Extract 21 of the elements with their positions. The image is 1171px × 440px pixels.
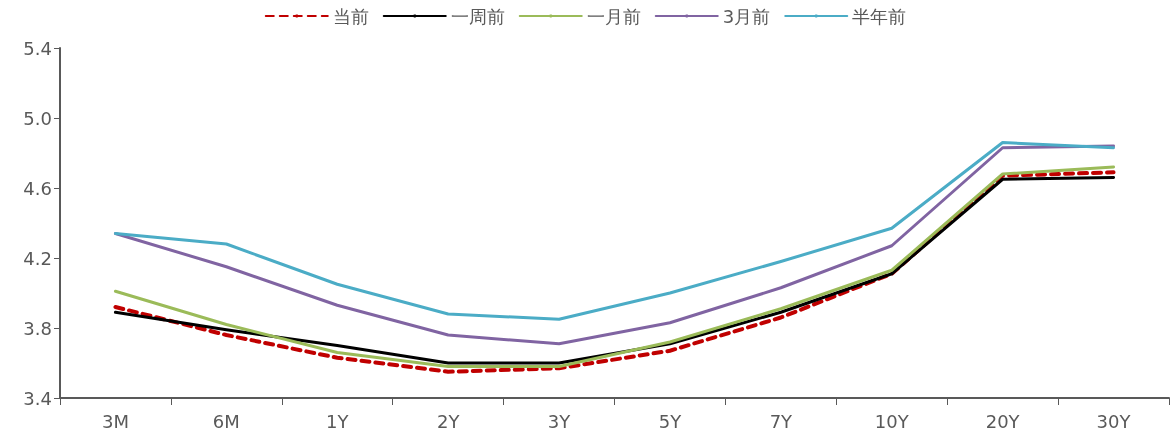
y-tick-label: 4.2 (23, 247, 52, 269)
x-tick-label: 10Y (874, 410, 910, 432)
legend-label: 半年前 (852, 5, 907, 27)
y-tick-label: 3.8 (23, 317, 52, 339)
y-tick-label: 3.4 (23, 387, 52, 409)
x-tick-label: 6M (212, 410, 240, 432)
x-tick-label: 7Y (769, 410, 794, 432)
y-tick-label: 5.4 (23, 37, 52, 59)
legend-label: 一月前 (586, 5, 641, 27)
legend-label: 一周前 (450, 5, 505, 27)
x-tick-label: 3M (101, 410, 129, 432)
x-tick-label: 1Y (326, 410, 350, 432)
x-tick-label: 20Y (985, 410, 1021, 432)
x-tick-label: 30Y (1096, 410, 1132, 432)
y-tick-label: 4.6 (23, 177, 52, 199)
y-tick-label: 5.0 (23, 107, 52, 129)
x-tick-label: 2Y (436, 410, 461, 432)
x-tick-label: 3Y (547, 410, 572, 432)
legend-label: 3月前 (722, 5, 771, 27)
x-tick-label: 5Y (658, 410, 683, 432)
legend-label: 当前 (332, 5, 369, 27)
